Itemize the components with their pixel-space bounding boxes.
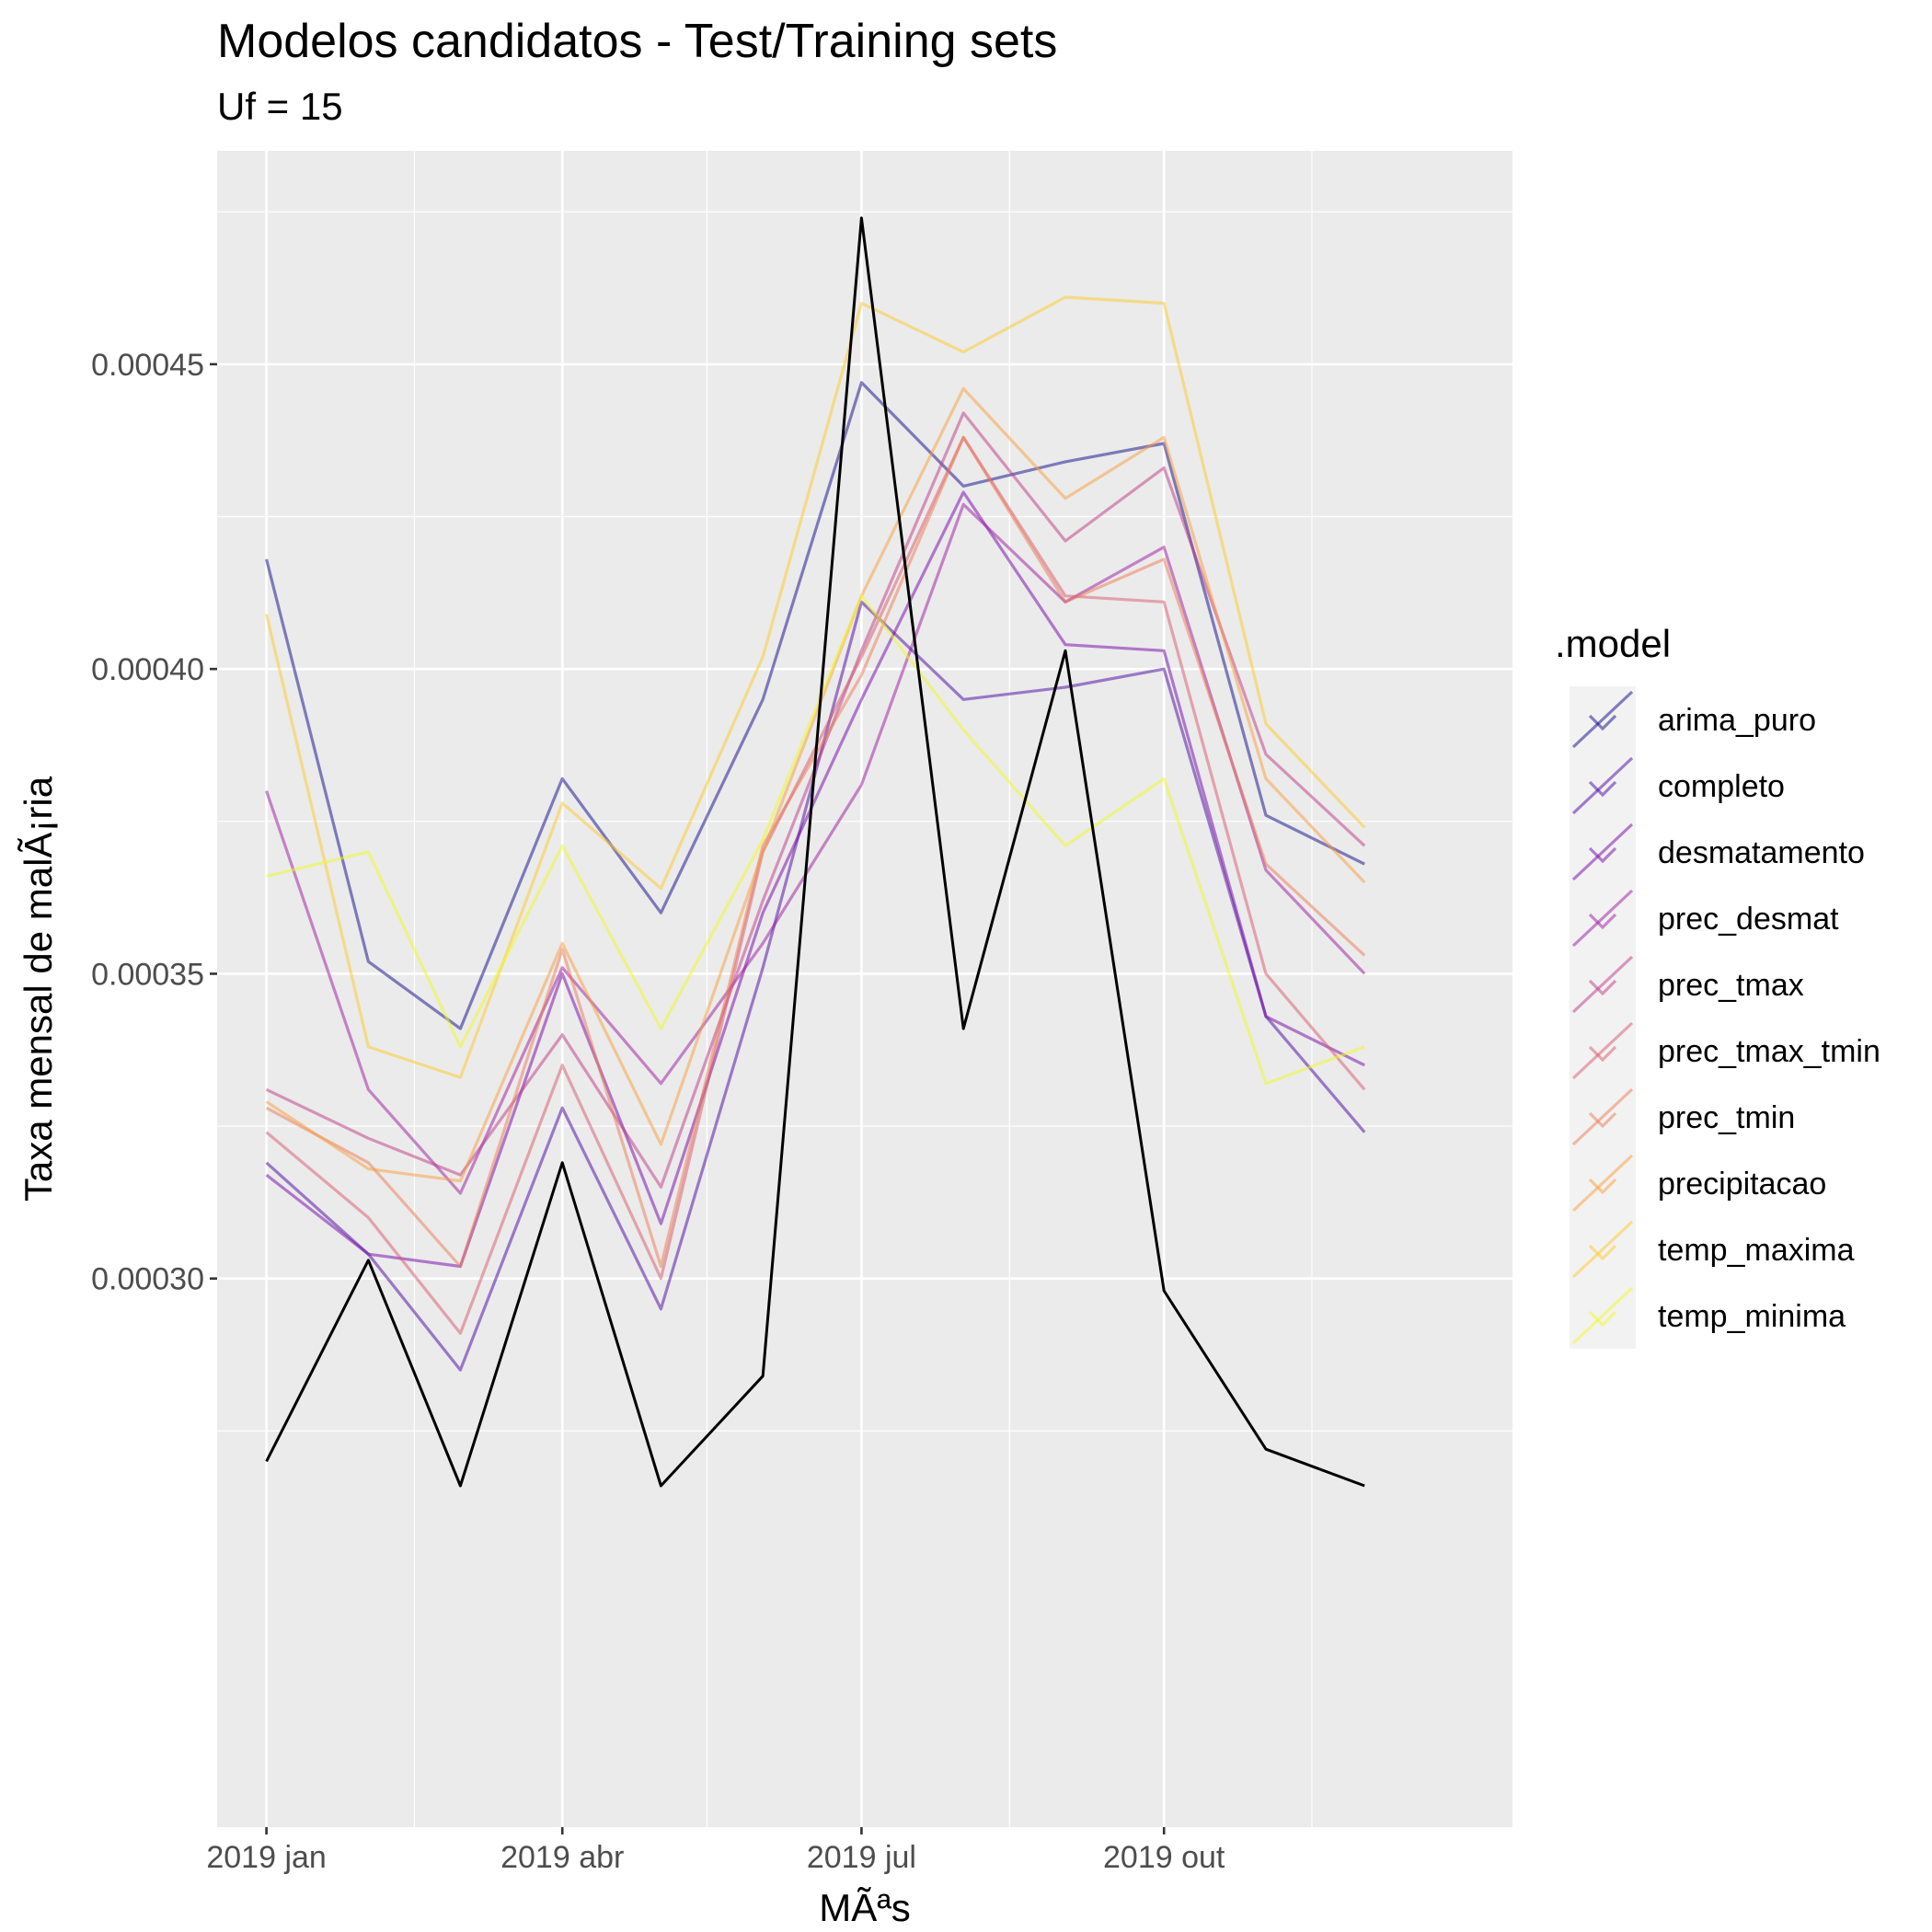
- legend-item-desmatamento: desmatamento: [1570, 819, 1865, 885]
- legend-key-chevron: [1588, 1111, 1617, 1129]
- legend-key-chevron: [1588, 1244, 1617, 1261]
- legend-item-arima_puro: arima_puro: [1570, 686, 1816, 753]
- legend-key-chevron: [1588, 913, 1617, 930]
- legend-key-line: [1571, 690, 1634, 749]
- legend-item-prec_desmat: prec_desmat: [1570, 885, 1839, 951]
- legend-item-prec_tmax_tmin: prec_tmax_tmin: [1570, 1018, 1880, 1084]
- legend-label: prec_tmax_tmin: [1658, 1034, 1880, 1069]
- x-tick-label: 2019 jan: [206, 1840, 326, 1875]
- legend-label: prec_tmin: [1658, 1100, 1795, 1135]
- series-line-prec_tmax: [265, 411, 1366, 1189]
- series-line-prec_tmin: [265, 435, 1366, 1269]
- legend-key-chevron: [1588, 780, 1617, 798]
- legend-key-chevron: [1588, 979, 1617, 996]
- x-axis-title: MÃªs: [819, 1886, 911, 1929]
- legend-item-prec_tmin: prec_tmin: [1570, 1084, 1795, 1150]
- y-tick-label: 0.00040: [91, 652, 204, 687]
- legend-items: arima_puro completo desmatamento prec_desma…: [1570, 686, 1880, 1349]
- legend-label: temp_maxima: [1658, 1233, 1855, 1268]
- y-tick-label: 0.00045: [91, 348, 204, 383]
- legend-label: prec_tmax: [1658, 968, 1804, 1003]
- legend-label: precipitacao: [1658, 1167, 1826, 1202]
- legend-key-line: [1571, 1220, 1634, 1279]
- x-tick-label: 2019 abr: [500, 1840, 624, 1875]
- legend-key-line: [1571, 1286, 1634, 1345]
- series-line-prec_desmat: [265, 502, 1366, 1195]
- legend-item-temp_maxima: temp_maxima: [1570, 1216, 1855, 1282]
- legend-key-line: [1571, 822, 1634, 881]
- y-axis: 0.00030 0.00035 0.00040 0.00045: [91, 348, 217, 1297]
- legend-item-prec_tmax: prec_tmax: [1570, 951, 1804, 1018]
- plot-panel: [217, 151, 1512, 1827]
- legend-key-chevron: [1588, 714, 1617, 731]
- legend-label: desmatamento: [1658, 835, 1865, 870]
- legend-key-line: [1571, 889, 1634, 948]
- y-tick-label: 0.00030: [91, 1262, 204, 1297]
- legend-key-line: [1571, 1021, 1634, 1080]
- legend: .model arima_puro completo desmatamento pre…: [1555, 622, 1880, 1349]
- legend-label: prec_desmat: [1658, 902, 1839, 937]
- x-axis: 2019 jan 2019 abr 2019 jul 2019 out: [206, 1827, 1225, 1875]
- series-lines: [265, 216, 1366, 1488]
- legend-item-temp_minima: temp_minima: [1570, 1282, 1846, 1349]
- legend-key-line: [1571, 1087, 1634, 1146]
- chart-subtitle: Uf = 15: [217, 85, 343, 128]
- y-axis-title: Taxa mensal de malÃ¡ria: [17, 776, 60, 1202]
- legend-label: temp_minima: [1658, 1299, 1846, 1334]
- legend-key-line: [1571, 955, 1634, 1014]
- series-line-precipitacao: [265, 386, 1366, 1183]
- legend-key-chevron: [1588, 1178, 1617, 1195]
- chart-title: Modelos candidatos - Test/Training sets: [217, 15, 1057, 68]
- y-tick-label: 0.00035: [91, 957, 204, 992]
- series-line-prec_tmax_tmin: [265, 435, 1366, 1335]
- legend-key-chevron: [1588, 846, 1617, 864]
- legend-key-chevron: [1588, 1310, 1617, 1328]
- legend-title: .model: [1555, 622, 1671, 665]
- legend-key-line: [1571, 756, 1634, 815]
- legend-label: arima_puro: [1658, 703, 1816, 738]
- series-line-temp_minima: [266, 594, 1365, 1086]
- legend-label: completo: [1658, 769, 1785, 804]
- x-tick-label: 2019 out: [1103, 1840, 1225, 1875]
- minor-gridlines: [217, 151, 1512, 1827]
- series-line-temp_maxima: [265, 295, 1366, 1079]
- legend-item-completo: completo: [1570, 753, 1785, 819]
- major-gridlines: [217, 151, 1512, 1827]
- x-tick-label: 2019 jul: [807, 1840, 916, 1875]
- legend-key-chevron: [1588, 1045, 1617, 1063]
- actual-series-line: [265, 216, 1365, 1488]
- legend-key-line: [1571, 1154, 1634, 1213]
- legend-item-precipitacao: precipitacao: [1570, 1150, 1826, 1216]
